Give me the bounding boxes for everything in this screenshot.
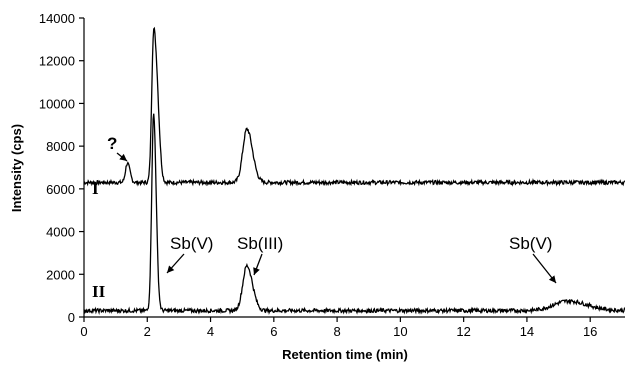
y-tick-label: 12000 <box>39 54 75 69</box>
y-axis-title: Intensity (cps) <box>9 124 24 212</box>
x-tick-labels: 0 2 4 6 8 10 12 14 16 <box>80 324 597 339</box>
x-axis-title: Retention time (min) <box>282 347 408 362</box>
x-tick-label: 0 <box>80 324 87 339</box>
tick-marks <box>79 17 591 322</box>
sbv-early-label: Sb(V) <box>170 234 213 253</box>
y-tick-label: 14000 <box>39 11 75 26</box>
y-tick-label: 4000 <box>46 225 75 240</box>
x-tick-label: 10 <box>393 324 407 339</box>
unknown-peak-arrow <box>116 152 128 162</box>
trace-1-label: I <box>92 179 99 198</box>
sbv-late-arrow <box>532 253 557 284</box>
annotations: ? I II Sb(V) Sb(III) Sb(V) <box>92 134 557 301</box>
y-tick-labels: 0 2000 4000 6000 8000 10000 12000 14000 <box>39 11 75 325</box>
y-tick-label: 2000 <box>46 267 75 282</box>
x-tick-label: 8 <box>333 324 340 339</box>
trace-2-line <box>83 113 625 315</box>
y-tick-label: 8000 <box>46 139 75 154</box>
axes <box>83 18 625 318</box>
x-tick-label: 12 <box>456 324 470 339</box>
sbv-early-arrow <box>166 253 185 274</box>
arrows <box>116 152 557 284</box>
x-tick-label: 4 <box>207 324 214 339</box>
unknown-peak-label: ? <box>107 134 117 153</box>
x-tick-label: 16 <box>583 324 597 339</box>
sbiii-arrow <box>253 253 263 276</box>
x-tick-label: 6 <box>270 324 277 339</box>
y-tick-label: 10000 <box>39 96 75 111</box>
x-tick-label: 14 <box>520 324 534 339</box>
sbv-late-label: Sb(V) <box>509 234 552 253</box>
traces <box>83 26 625 315</box>
trace-1-line <box>83 26 625 187</box>
y-tick-label: 6000 <box>46 182 75 197</box>
sbiii-label: Sb(III) <box>237 234 283 253</box>
trace-2-label: II <box>92 282 106 301</box>
x-tick-label: 2 <box>144 324 151 339</box>
y-tick-label: 0 <box>68 310 75 325</box>
